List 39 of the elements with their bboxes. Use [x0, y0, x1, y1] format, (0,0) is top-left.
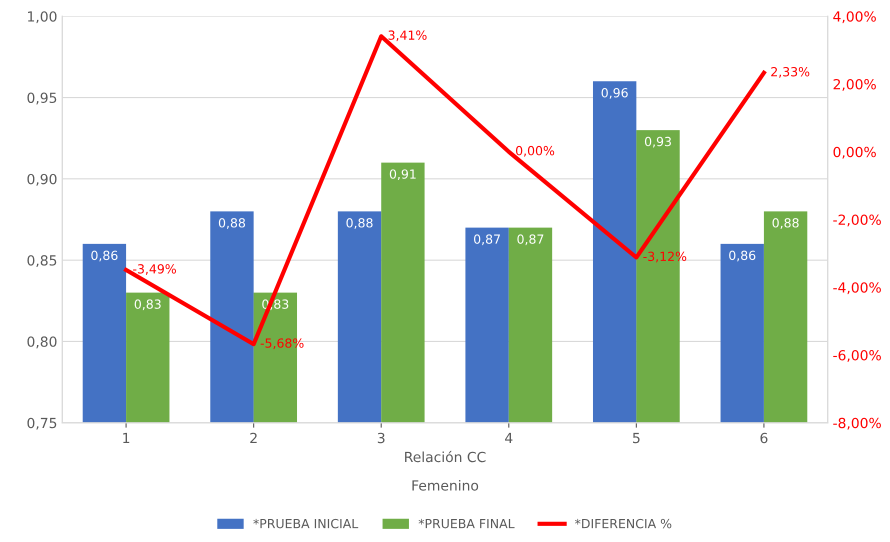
x-tick-label: 1: [123, 432, 130, 444]
x-tick-label: 2: [250, 432, 257, 444]
data-label: 0,87: [517, 234, 544, 246]
data-label: 0,91: [390, 169, 416, 180]
y2-tick-label: -6,00%: [833, 350, 881, 362]
data-label: 2,33%: [771, 67, 810, 78]
y2-tick-label: 4,00%: [833, 11, 876, 24]
data-label: 0,87: [474, 234, 500, 246]
y-tick-label: 0,95: [27, 92, 56, 104]
y-tick-label: 0,75: [27, 418, 56, 430]
data-label: 0,88: [218, 218, 246, 229]
legend-label: *PRUEBA FINAL: [418, 518, 515, 528]
y-tick-label: 0,80: [27, 336, 57, 348]
y2-tick-label: -2,00%: [833, 214, 881, 226]
y2-tick-label: -4,00%: [833, 282, 881, 294]
y2-tick-label: 2,00%: [834, 78, 876, 91]
x-axis-title: Relación CC: [405, 450, 486, 462]
legend-label: *DIFERENCIA %: [574, 518, 672, 528]
y-tick-label: 1,00: [28, 11, 57, 24]
x-tick-label: 5: [633, 432, 640, 444]
y-tick-label: 0,85: [27, 255, 56, 268]
data-label: 0,83: [134, 299, 161, 310]
y2-tick-label: -8,00%: [833, 418, 881, 430]
legend-label: *PRUEBA INICIAL: [253, 518, 358, 528]
data-label: 0,86: [729, 250, 756, 262]
data-label: 0,96: [602, 88, 628, 99]
x-tick-label: 3: [378, 432, 385, 444]
data-label: 0,00%: [516, 146, 554, 157]
x-tick-label: 4: [505, 432, 512, 444]
data-label: -3,49%: [133, 264, 176, 275]
data-label: 3,41%: [388, 30, 427, 42]
data-label: 0,88: [772, 218, 799, 229]
y-tick-label: 0,90: [27, 174, 57, 186]
y2-tick-label: 0,00%: [833, 146, 876, 159]
text: Femenino: [412, 480, 478, 491]
data-label: 0,88: [346, 218, 373, 229]
data-label: 0,93: [644, 136, 671, 148]
data-label: 0,86: [91, 250, 118, 262]
x-tick-label: 6: [760, 432, 768, 444]
